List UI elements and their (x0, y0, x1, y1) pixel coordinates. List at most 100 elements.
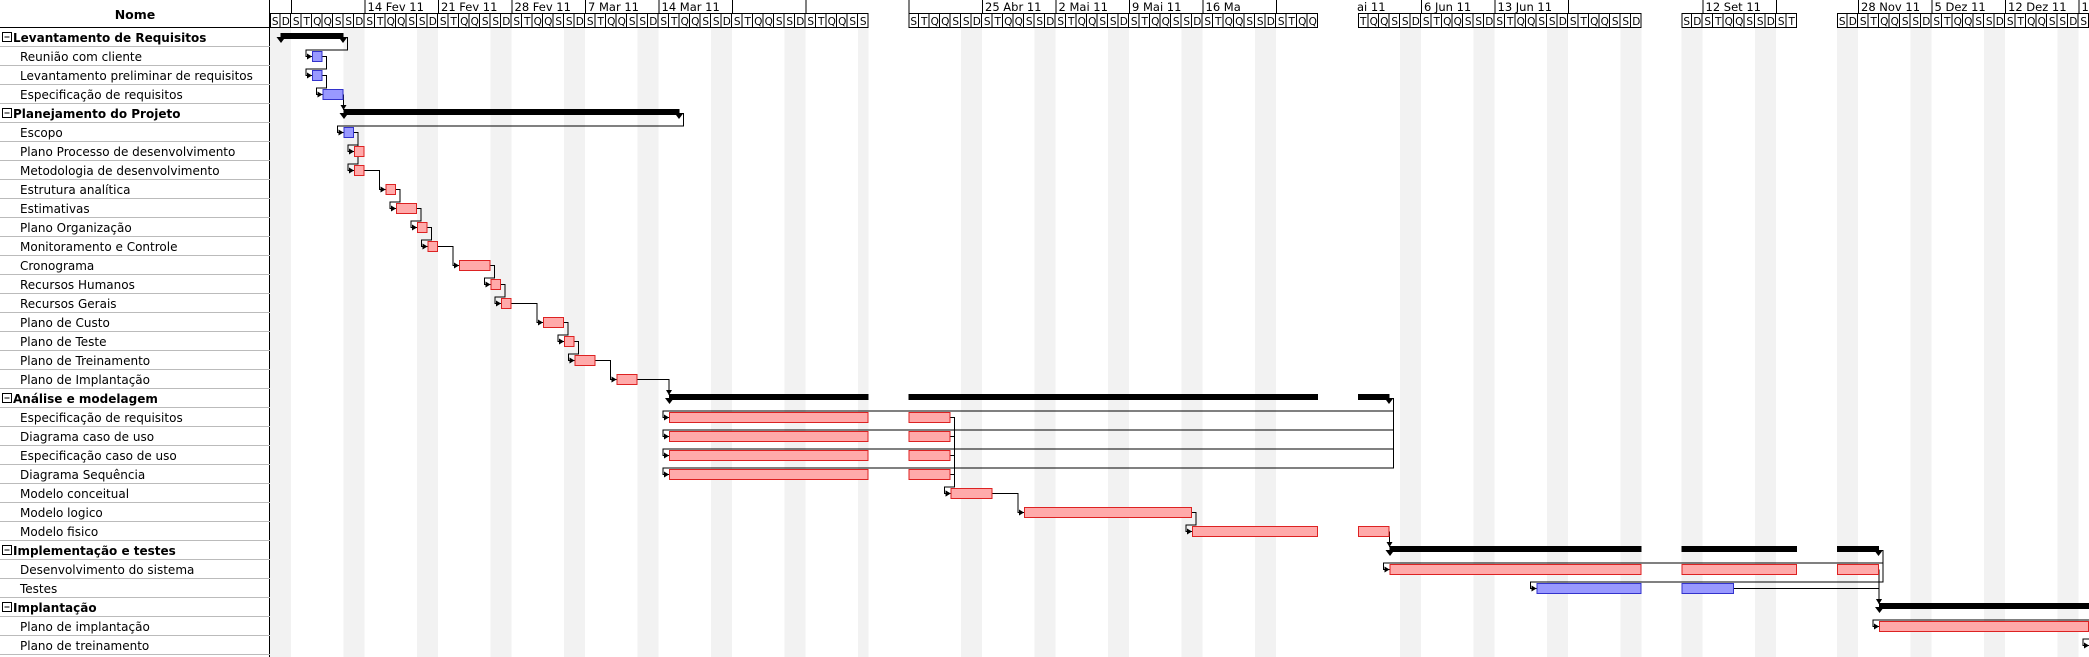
day-letter: T (1943, 16, 1951, 28)
summary-task-name[interactable]: Implantação (13, 601, 97, 615)
summary-bar[interactable] (339, 109, 684, 119)
task-bar[interactable] (574, 355, 596, 366)
task-name[interactable]: Reunião com cliente (20, 50, 142, 64)
task-bar[interactable] (501, 298, 512, 309)
task-name[interactable]: Plano de treinamento (20, 639, 149, 653)
task-name[interactable]: Plano de Treinamento (20, 354, 150, 368)
dependency-arrow (1384, 566, 1390, 573)
day-letter: S (963, 16, 970, 28)
task-name[interactable]: Plano de Custo (20, 316, 110, 330)
task-name[interactable]: Plano Processo de desenvolvimento (20, 145, 235, 159)
task-bar[interactable] (490, 279, 501, 290)
collapse-toggle-icon[interactable] (2, 602, 12, 612)
dependency-line (595, 360, 617, 380)
task-bar[interactable] (669, 431, 951, 442)
task-name[interactable]: Plano de Implantação (20, 373, 150, 387)
task-bar[interactable] (396, 203, 417, 214)
summary-task-name[interactable]: Planejamento do Projeto (13, 107, 180, 121)
summary-bar[interactable] (276, 33, 348, 43)
task-name[interactable]: Escopo (20, 126, 63, 140)
task-bar[interactable] (354, 165, 365, 176)
task-bar[interactable] (543, 317, 564, 328)
collapse-toggle-icon[interactable] (2, 32, 12, 42)
day-letter: D (1412, 16, 1420, 28)
task-bar[interactable] (385, 184, 396, 195)
week-label: 6 Jun 11 (1424, 0, 1471, 14)
task-bar[interactable] (1192, 526, 1390, 537)
task-name[interactable]: Testes (19, 582, 57, 596)
task-name[interactable]: Diagrama Sequência (20, 468, 145, 482)
task-bar[interactable] (312, 51, 323, 62)
summary-task-name[interactable]: Implementação e testes (13, 544, 176, 558)
collapse-toggle-icon[interactable] (2, 393, 12, 403)
day-letter: Q (838, 16, 846, 28)
task-name[interactable]: Modelo conceitual (20, 487, 129, 501)
task-name[interactable]: Plano de implantação (20, 620, 150, 634)
dependency-arrow (664, 452, 669, 459)
day-letter: T (1141, 16, 1149, 28)
day-letter: S (566, 16, 573, 28)
day-letter: S (272, 16, 279, 28)
task-name[interactable]: Estrutura analítica (20, 183, 130, 197)
task-bar[interactable] (564, 336, 575, 347)
task-bar[interactable] (354, 146, 365, 157)
summary-task-name[interactable]: Levantamento de Requisitos (13, 31, 206, 45)
task-name[interactable]: Especificação de requisitos (20, 411, 183, 425)
day-letter: Q (618, 16, 626, 28)
task-bar[interactable] (1879, 621, 2089, 632)
task-bar[interactable] (669, 469, 951, 480)
day-letter: S (2007, 16, 2014, 28)
summary-bar[interactable] (1875, 603, 2089, 613)
day-letter: Q (1880, 16, 1888, 28)
summary-bar[interactable] (1385, 546, 1884, 556)
day-letter: Q (1517, 16, 1525, 28)
task-name[interactable]: Monitoramento e Controle (20, 240, 177, 254)
task-bar[interactable] (950, 488, 993, 499)
day-letter: D (649, 16, 657, 28)
task-name[interactable]: Recursos Humanos (20, 278, 135, 292)
task-bar[interactable] (312, 70, 323, 81)
summary-task-name[interactable]: Análise e modelagem (13, 392, 158, 406)
task-bar[interactable] (459, 260, 491, 271)
collapse-toggle-icon[interactable] (2, 108, 12, 118)
day-letter: D (502, 16, 510, 28)
day-letter: S (660, 16, 667, 28)
day-letter: Q (691, 16, 699, 28)
task-bar[interactable] (669, 412, 951, 423)
task-bar[interactable] (343, 127, 354, 138)
task-name[interactable]: Metodologia de desenvolvimento (20, 164, 220, 178)
task-bar[interactable] (417, 222, 428, 233)
task-name[interactable]: Desenvolvimento do sistema (20, 563, 194, 577)
task-name[interactable]: Cronograma (20, 259, 94, 273)
task-bar[interactable] (616, 374, 638, 385)
task-bar[interactable] (1389, 564, 1879, 575)
task-name[interactable]: Recursos Gerais (20, 297, 117, 311)
task-name[interactable]: Plano Organização (20, 221, 132, 235)
task-name[interactable]: Modelo fisico (20, 525, 98, 539)
week-label: 21 Fev 11 (441, 0, 497, 14)
task-name[interactable]: Estimativas (20, 202, 90, 216)
day-letter: S (1036, 16, 1043, 28)
task-name[interactable]: Diagrama caso de uso (20, 430, 154, 444)
dependency-arrow (1386, 542, 1393, 547)
day-letter: Q (1235, 16, 1243, 28)
day-letter: Q (1298, 16, 1306, 28)
dependency-arrow (391, 205, 396, 212)
day-letter: S (1131, 16, 1138, 28)
task-bar[interactable] (669, 450, 951, 461)
day-letter: S (713, 16, 720, 28)
summary-bar[interactable] (665, 394, 1394, 404)
task-name[interactable]: Levantamento preliminar de requisitos (20, 69, 253, 83)
task-bar[interactable] (1536, 583, 1734, 594)
day-letter: Q (1225, 16, 1233, 28)
day-letter: S (1912, 16, 1919, 28)
task-name[interactable]: Especificação de requisitos (20, 88, 183, 102)
task-name[interactable]: Modelo logico (20, 506, 103, 520)
collapse-toggle-icon[interactable] (2, 545, 12, 555)
task-name[interactable]: Plano de Teste (20, 335, 107, 349)
task-bar[interactable] (1024, 507, 1192, 518)
task-bar[interactable] (322, 89, 344, 100)
task-name[interactable]: Especificação caso de uso (20, 449, 177, 463)
day-letter: S (492, 16, 499, 28)
task-bar[interactable] (427, 241, 438, 252)
